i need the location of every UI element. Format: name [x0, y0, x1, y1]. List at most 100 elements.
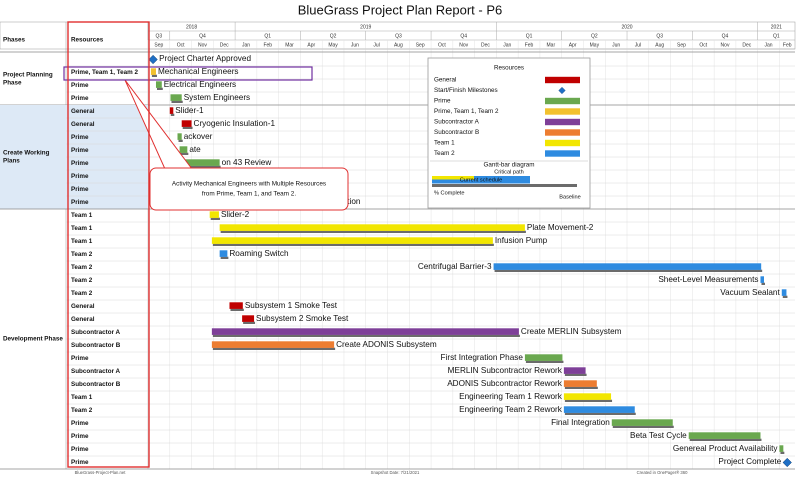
legend-swatch	[545, 118, 580, 126]
callout-text: from Prime, Team 1, and Team 2.	[202, 191, 296, 198]
resource-label: Prime	[71, 134, 89, 141]
month-label: Jul	[373, 42, 379, 48]
resource-label: General	[71, 303, 95, 310]
resource-label: Prime	[71, 446, 89, 453]
baseline-bar	[761, 282, 765, 285]
quarter-label: Q2	[330, 33, 337, 39]
legend-key-current-bar	[432, 176, 530, 184]
legend-swatch	[545, 129, 580, 136]
task-bar	[242, 315, 255, 322]
legend-label: Team 1	[434, 140, 455, 147]
baseline-bar	[212, 347, 336, 350]
legend-swatch	[545, 139, 580, 147]
month-label: Jan	[242, 42, 250, 48]
resource-label: Team 1	[71, 238, 93, 245]
legend-key-complete-bar	[432, 176, 474, 180]
baseline-bar	[782, 295, 788, 298]
task-label: Sheet-Level Measurements	[658, 275, 758, 284]
resource-label: Prime, Team 1, Team 2	[71, 69, 138, 76]
baseline-bar	[525, 360, 564, 363]
task-bar	[563, 380, 597, 387]
task-bar	[611, 419, 673, 426]
task-label: Engineering Team 1 Rework	[459, 392, 563, 401]
task-label: Beta Test Cycle	[630, 431, 687, 440]
month-label: May	[328, 42, 338, 48]
resource-label: Prime	[71, 199, 89, 206]
milestone-label: Project Complete	[718, 457, 781, 466]
task-bar	[211, 341, 335, 348]
task-bar	[563, 367, 586, 374]
month-label: Jan	[503, 42, 511, 48]
month-label: Feb	[525, 42, 534, 48]
quarter-label: Q4	[460, 33, 467, 39]
task-label: Electrical Engineers	[164, 80, 236, 89]
task-label: Subsystem 1 Smoke Test	[245, 301, 338, 310]
quarter-label: Q4	[199, 33, 206, 39]
legend-title: Resources	[494, 65, 524, 72]
task-bar	[781, 289, 787, 296]
baseline-bar	[170, 113, 175, 116]
legend: Resources Gantt-bar diagram Critical pat…	[427, 57, 591, 209]
task-bar	[524, 354, 563, 361]
month-label: Sep	[154, 42, 163, 48]
phase-label: Development Phase	[3, 336, 63, 343]
phase-label: Project Planning	[3, 72, 53, 79]
quarter-label: Q3	[395, 33, 402, 39]
resource-highlight	[67, 21, 150, 468]
task-bar	[219, 224, 525, 231]
task-bar	[229, 302, 243, 309]
callout-text: Activity Mechanical Engineers with Multi…	[172, 181, 326, 188]
task-bar	[155, 81, 162, 88]
baseline-bar	[230, 308, 244, 311]
resource-label: Subcontractor B	[71, 381, 121, 388]
legend-swatch	[545, 76, 580, 84]
footer-text: Snapshot Date: 7/21/2021	[371, 470, 420, 475]
task-bar	[219, 250, 228, 257]
task-label: ate	[189, 145, 201, 154]
phase-label: Phase	[3, 80, 22, 87]
month-label: Jun	[351, 42, 359, 48]
year-label: 2018	[186, 24, 197, 30]
legend-swatch	[545, 108, 580, 115]
month-label: Aug	[394, 42, 403, 48]
task-bar	[493, 263, 762, 270]
task-label: First Integration Phase	[441, 353, 524, 362]
month-label: Apr	[569, 42, 577, 48]
resource-label: Team 2	[71, 290, 93, 297]
resource-label: Subcontractor A	[71, 368, 121, 375]
task-label: Cryogenic Insulation-1	[194, 119, 276, 128]
task-bar	[760, 276, 764, 283]
quarter-label: Q4	[722, 33, 729, 39]
resource-label: Team 2	[71, 277, 93, 284]
legend-key-title: Gantt-bar diagram	[483, 162, 534, 169]
phase-label: Create Working	[3, 150, 50, 157]
resource-label: Team 1	[71, 225, 93, 232]
resource-label: General	[71, 108, 95, 115]
highlight-box	[63, 66, 313, 81]
task-bar	[169, 107, 174, 114]
resource-label: Team 2	[71, 264, 93, 271]
resource-label: Prime	[71, 355, 89, 362]
milestone-label: Project Charter Approved	[159, 54, 251, 63]
task-label: Subsystem 2 Smoke Test	[256, 314, 349, 323]
resource-label: Team 2	[71, 251, 93, 258]
baseline-bar	[212, 243, 494, 246]
resource-label: Team 2	[71, 407, 93, 414]
task-bar	[688, 432, 761, 439]
task-label: Centrifugal Barrier-3	[418, 262, 492, 271]
task-label: Genereal Product Availability	[673, 444, 778, 453]
task-bar	[211, 237, 493, 244]
legend-marker	[558, 86, 566, 95]
baseline-bar	[182, 126, 193, 129]
resource-label: General	[71, 121, 95, 128]
resource-label: Prime	[71, 173, 89, 180]
task-label: Slider-2	[221, 210, 250, 219]
resource-label: Prime	[71, 433, 89, 440]
callout	[149, 167, 349, 211]
month-label: Oct	[438, 42, 446, 48]
resource-label: Team 1	[71, 394, 93, 401]
baseline-bar	[171, 100, 183, 103]
legend-swatch	[545, 97, 580, 105]
baseline-bar	[156, 87, 163, 90]
